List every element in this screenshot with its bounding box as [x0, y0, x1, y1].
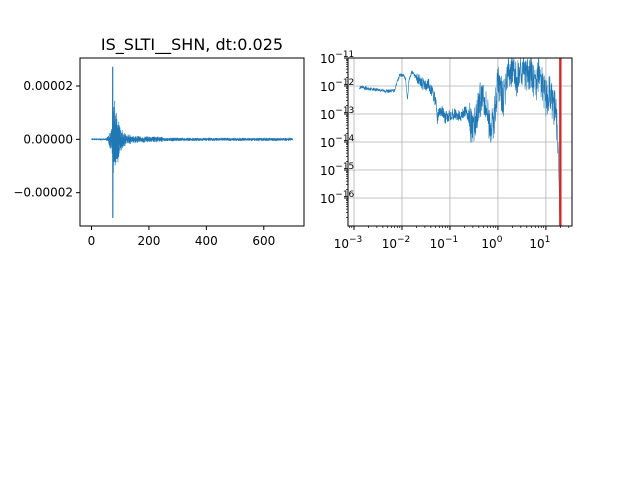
spectrum-series — [359, 58, 561, 218]
plot-frame — [79, 57, 305, 227]
x-tick-label-base: 10 — [430, 237, 445, 251]
signal-line — [91, 66, 293, 219]
y-tick-label-base: 10 — [320, 164, 335, 178]
y-tick-label-exponent: −14 — [335, 134, 354, 144]
x-tick-label-base: 10 — [481, 237, 496, 251]
x-axis-ticks: 10−3 10−2 10−1 100 101 — [334, 226, 570, 251]
spectrum-panel: 10−3 10−2 10−1 100 101 10−1610−1510−1410−131… — [320, 50, 573, 251]
y-tick-label: 10−16 — [320, 190, 355, 206]
y-tick-label-base: 10 — [320, 52, 335, 66]
x-tick-label: 400 — [195, 234, 218, 248]
x-tick-label-exponent: 1 — [545, 235, 551, 245]
x-tick-label-exponent: 0 — [497, 235, 503, 245]
y-tick-label-base: 10 — [320, 136, 335, 150]
signal-series — [91, 66, 293, 219]
y-tick-label: 0.00002 — [23, 79, 73, 93]
y-tick-label-base: 10 — [320, 108, 335, 122]
x-tick-label: 10−2 — [382, 235, 411, 251]
x-tick-label-base: 10 — [529, 237, 544, 251]
x-tick-label: 10−3 — [334, 235, 363, 251]
plot-frame — [347, 57, 573, 227]
x-tick-label-base: 10 — [334, 237, 349, 251]
x-tick-label-exponent: −1 — [445, 235, 458, 245]
spectrum-line — [359, 58, 561, 218]
y-tick-label-exponent: −13 — [335, 106, 354, 116]
y-tick-label: 0.00000 — [23, 132, 73, 146]
x-tick-label-base: 10 — [382, 237, 397, 251]
y-tick-label-exponent: −16 — [335, 190, 354, 200]
y-tick-label-exponent: −15 — [335, 162, 354, 172]
x-tick-label: 0 — [88, 234, 96, 248]
y-tick-label-base: 10 — [320, 192, 335, 206]
y-tick-label: −0.00002 — [13, 186, 73, 200]
y-tick-label: 10−13 — [320, 106, 354, 122]
y-tick-label-exponent: −12 — [335, 78, 354, 88]
y-tick-label: 10−15 — [320, 162, 354, 178]
x-tick-label: 200 — [137, 234, 160, 248]
y-tick-label: 10−11 — [320, 50, 354, 66]
x-tick-label-exponent: −3 — [349, 235, 362, 245]
x-tick-label-exponent: −2 — [397, 235, 410, 245]
y-tick-label-exponent: −11 — [335, 50, 354, 60]
x-tick-label: 100 — [481, 235, 502, 251]
chart-title: IS_SLTI__SHN, dt:0.025 — [101, 35, 283, 55]
y-tick-label: 10−12 — [320, 78, 354, 94]
x-tick-label: 600 — [252, 234, 275, 248]
y-axis-ticks: −0.00002 0.00000 0.00002 — [13, 79, 80, 200]
y-tick-label-base: 10 — [320, 80, 335, 94]
x-axis-ticks: 0 200 400 600 — [88, 226, 275, 248]
x-tick-label: 10−1 — [430, 235, 459, 251]
y-tick-label: 10−14 — [320, 134, 355, 150]
time-series-panel: IS_SLTI__SHN, dt:0.025 0 200 400 600 −0.000… — [13, 35, 305, 248]
x-tick-label: 101 — [529, 235, 550, 251]
